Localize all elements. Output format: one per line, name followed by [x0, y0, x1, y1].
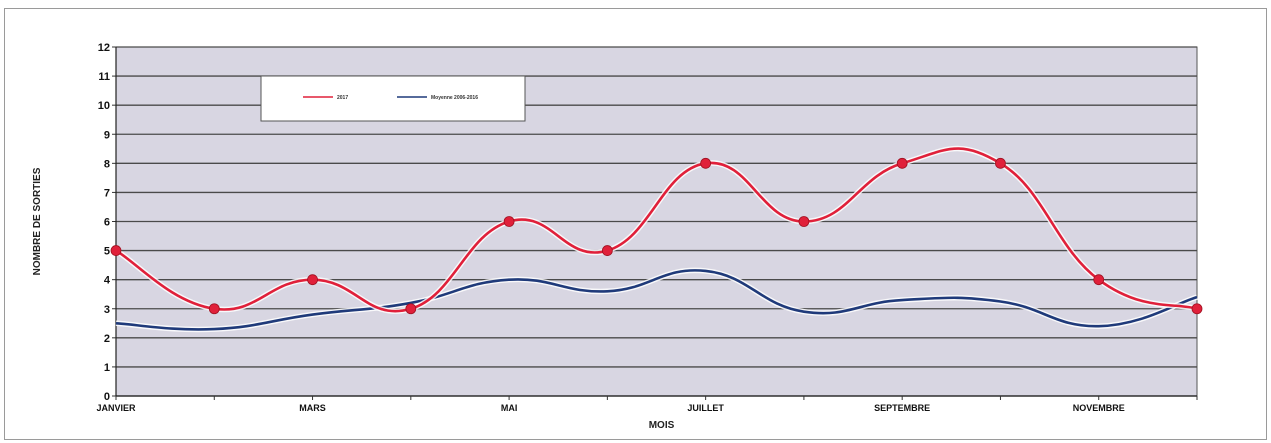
- y-tick-label: 9: [104, 129, 110, 141]
- y-tick-label: 2: [104, 333, 110, 345]
- data-point: [896, 157, 908, 169]
- data-point: [307, 274, 318, 286]
- x-tick-label: MARS: [299, 403, 326, 413]
- y-tick-label: 11: [98, 71, 110, 83]
- data-point: [1093, 274, 1105, 286]
- y-tick-label: 6: [104, 217, 110, 229]
- data-point: [700, 157, 712, 169]
- data-point: [503, 216, 515, 227]
- data-point: [405, 303, 417, 315]
- y-axis-title: NOMBRE DE SORTIES: [32, 167, 43, 275]
- data-point: [1191, 303, 1203, 315]
- data-point: [110, 245, 122, 256]
- legend-label: 2017: [337, 95, 348, 101]
- y-tick-label: 5: [104, 246, 110, 258]
- legend-box: [260, 75, 526, 122]
- y-tick-label: 1: [104, 362, 110, 374]
- data-point: [208, 303, 220, 315]
- y-tick-label: 8: [104, 158, 110, 170]
- y-tick-label: 0: [104, 391, 110, 403]
- y-tick-label: 4: [104, 275, 111, 287]
- data-point: [798, 216, 810, 227]
- x-tick-label: NOVEMBRE: [1073, 403, 1125, 413]
- x-tick-label: MAI: [501, 403, 518, 413]
- legend: 2017 Moyenne 2006-2016: [260, 75, 526, 122]
- x-axis-title: MOIS: [649, 420, 675, 431]
- y-tick-label: 3: [104, 304, 110, 316]
- y-tick-label: 7: [104, 187, 110, 199]
- data-point: [601, 245, 613, 256]
- y-tick-label: 12: [98, 42, 110, 54]
- y-tick-label: 10: [98, 100, 110, 112]
- series-moyenne-2006-2016-line: [115, 269, 1198, 331]
- legend-label: Moyenne 2006-2016: [431, 95, 478, 101]
- x-tick-label: SEPTEMBRE: [874, 403, 930, 413]
- data-point: [995, 157, 1006, 169]
- chart-figure: 0 1 2 3 4 5 6 7 8 9 10 11 12 JANVIER MARS MAI JUILLET SEP…: [4, 8, 1267, 440]
- x-tick-label: JUILLET: [687, 403, 724, 413]
- x-tick-label: JANVIER: [96, 403, 136, 413]
